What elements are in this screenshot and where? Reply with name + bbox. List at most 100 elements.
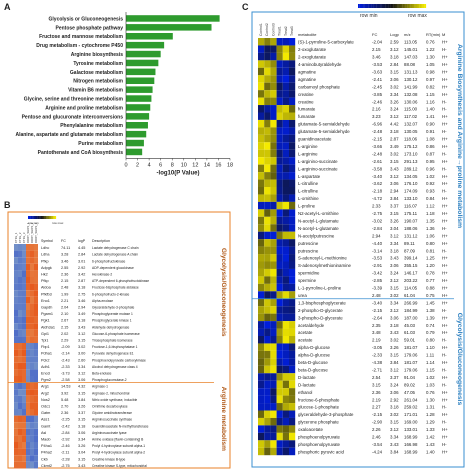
metabolite-logp: 3.12 [390, 278, 399, 283]
metabolite-rt: 0.95 [426, 159, 435, 164]
gene-fc: -2.84 [61, 431, 70, 435]
metabolite-fc: -2.46 [372, 99, 383, 104]
heatmap-cell [26, 395, 30, 403]
heatmap-cell [22, 415, 26, 423]
heatmap-cell [264, 134, 271, 143]
metabolite-ion: H- [442, 166, 447, 171]
legend-swatch [410, 4, 413, 8]
legend-swatch [393, 4, 396, 8]
heatmap-cell [270, 336, 277, 344]
heatmap-cell [18, 356, 22, 363]
heatmap-cell [270, 149, 277, 158]
metabolite-name: acetate [298, 338, 313, 343]
legend-swatch [54, 216, 57, 219]
heatmap-cell [264, 395, 271, 404]
metabolite-rt: 1.45 [426, 300, 435, 305]
metabolite-name: spermidine [298, 271, 320, 276]
legend-swatch [405, 4, 408, 8]
heatmap-cell [264, 157, 271, 165]
heatmap-cell [264, 440, 271, 448]
heatmap-cell [276, 395, 283, 404]
gene-symbol: Pfkp [41, 279, 49, 283]
legend-swatch [386, 4, 389, 8]
metabolite-mz: 168.99 [404, 435, 418, 440]
heatmap-cell [289, 67, 296, 76]
x-tick-label: 16 [215, 162, 221, 168]
heatmap-cell [18, 428, 22, 436]
heatmap-cell [258, 119, 265, 128]
gene-logp: 3.18 [78, 424, 85, 428]
gene-symbol: Arg2 [41, 391, 49, 395]
bar [126, 86, 153, 93]
metabolite-logp: 3.24 [390, 271, 399, 276]
metabolite-mz: 116.07 [404, 204, 418, 209]
heatmap-cell [258, 67, 265, 76]
metabolite-logp: 3.84 [390, 449, 399, 454]
metabolite-mz: 181.07 [404, 345, 418, 350]
heatmap-cell [282, 157, 289, 165]
metabolite-fc: 2.46 [372, 435, 381, 440]
heatmap-cell [276, 313, 283, 322]
heatmap-cell [264, 291, 271, 299]
legend-high-label: row max [52, 221, 64, 225]
heatmap-cell [34, 435, 38, 442]
gene-logp: 3.43 [78, 464, 85, 468]
legend-swatch [397, 4, 399, 8]
heatmap-cell [258, 283, 265, 292]
heatmap-cell [258, 172, 265, 180]
legend-swatch [422, 4, 425, 8]
heatmap-cell [34, 296, 38, 304]
gene-fc: -2.58 [61, 378, 70, 382]
heatmap-cell [26, 349, 30, 357]
heatmap-cell [26, 402, 30, 409]
heatmap-cell [26, 336, 30, 343]
metabolite-ion: H+ [442, 174, 448, 179]
category-label: Phenylalanine metabolism [60, 123, 123, 129]
gene-logp: 2.75 [78, 292, 85, 296]
metabolite-fc: 2.48 [372, 293, 381, 298]
heatmap-cell [14, 343, 18, 350]
metabolite-logp: 3.15 [390, 420, 399, 425]
bar [126, 24, 212, 31]
metabolite-mz: 117.02 [404, 114, 418, 119]
metabolite-fc: 3.46 [372, 55, 381, 60]
metabolite-fc: 2.26 [372, 427, 381, 432]
heatmap-cell [276, 321, 283, 329]
heatmap-cell [276, 172, 283, 180]
heatmap-cell [289, 201, 296, 210]
heatmap-cell [14, 455, 18, 462]
metabolite-mz: 146.17 [404, 271, 418, 276]
bar [126, 33, 173, 40]
heatmap-cell [258, 97, 265, 106]
heatmap-cell [264, 358, 271, 366]
heatmap-cell [276, 231, 283, 240]
heatmap-cell [30, 455, 34, 462]
metabolite-fc: -2.33 [372, 353, 383, 358]
metabolite-fc: -2.45 [372, 84, 383, 89]
metabolite-name: acetaldehyde [298, 323, 325, 328]
metabolite-logp: 3.12 [390, 367, 399, 372]
metabolite-fc: -3.54 [372, 442, 383, 447]
heatmap-cell [282, 231, 289, 240]
metabolite-name: L-arginino-succinate [298, 159, 338, 164]
heatmap-cell [258, 261, 265, 269]
gene-symbol: Pfkfb3 [41, 292, 52, 296]
metabolite-fc: 2.36 [372, 390, 381, 395]
metabolite-logp: 3.37 [390, 204, 399, 209]
heatmap-cell [276, 388, 283, 396]
heatmap-cell [258, 291, 265, 299]
heatmap-cell [18, 369, 22, 376]
heatmap-cell [22, 250, 26, 258]
metabolite-rt: 0.76 [426, 40, 435, 45]
legend-swatch [359, 4, 362, 8]
heatmap-cell [289, 261, 296, 269]
heatmap-cell [276, 112, 283, 120]
metabolite-rt: 0.87 [426, 151, 435, 156]
metabolite-rt: 1.16 [426, 99, 435, 104]
heatmap-cell [26, 310, 30, 317]
heatmap-cell [289, 60, 296, 68]
gene-symbol: Pgk1 [41, 319, 50, 323]
heatmap-cell [258, 358, 265, 366]
legend-swatch [424, 4, 427, 8]
metabolite-name: glucose-1-phosphate [298, 405, 340, 410]
